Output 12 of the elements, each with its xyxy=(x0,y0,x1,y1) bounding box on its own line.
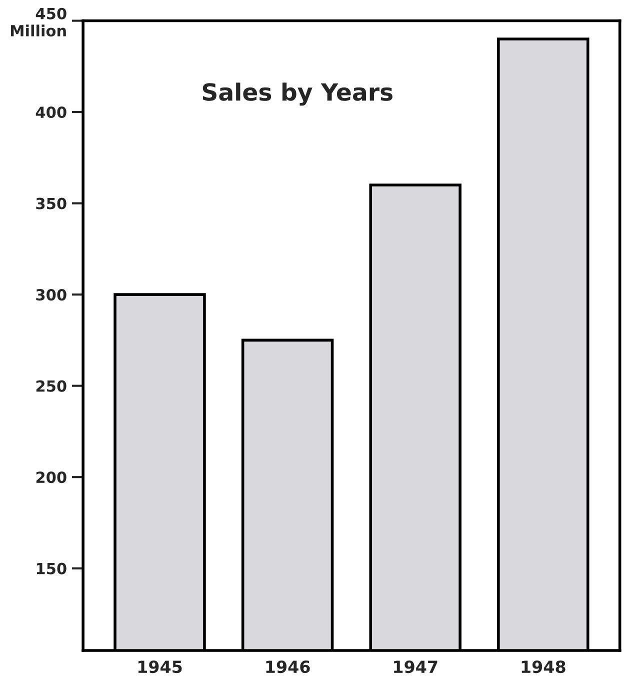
text: Sales by Years xyxy=(202,82,392,106)
y-tick-label: 250 xyxy=(36,380,66,392)
y-tick-label: 200 xyxy=(36,472,66,484)
x-tick-label: 1947 xyxy=(394,660,438,674)
y-tick-label: 400 xyxy=(36,106,66,118)
y-tick-label: 300 xyxy=(36,289,66,301)
y-tick-label: 450 Million xyxy=(10,8,66,36)
x-tick-label: 1948 xyxy=(522,660,566,674)
y-tick-label: 150 xyxy=(36,562,66,574)
x-tick-label: 1945 xyxy=(138,660,182,674)
x-tick-label: 1946 xyxy=(266,660,310,674)
y-tick-label: 350 xyxy=(36,198,66,210)
